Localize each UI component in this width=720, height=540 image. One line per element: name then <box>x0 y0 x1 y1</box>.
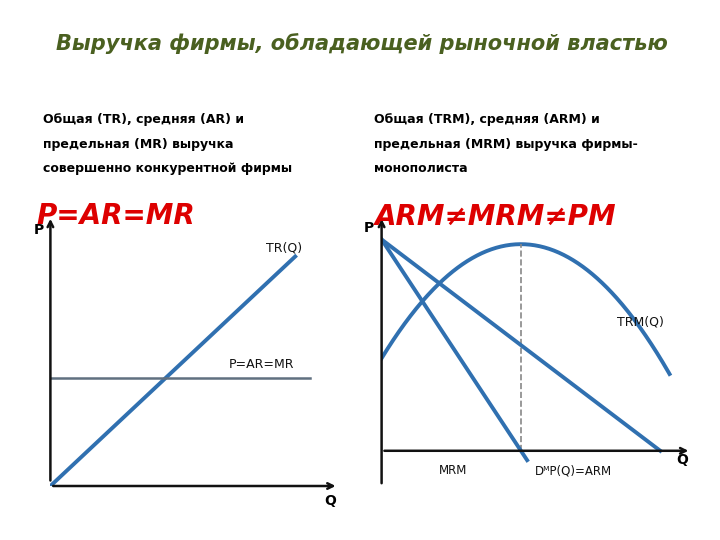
Text: DᴹP(Q)=ARМ: DᴹP(Q)=ARМ <box>535 464 612 477</box>
Text: TRМ(Q): TRМ(Q) <box>617 315 664 328</box>
Text: Q: Q <box>676 453 688 467</box>
Text: совершенно конкурентной фирмы: совершенно конкурентной фирмы <box>43 162 292 175</box>
Text: MRМ: MRМ <box>438 464 467 477</box>
Text: P: P <box>364 221 374 235</box>
Text: ARМ≠MRМ≠PМ: ARМ≠MRМ≠PМ <box>374 202 616 231</box>
Text: Q: Q <box>324 494 336 508</box>
Text: предельная (MR) выручка: предельная (MR) выручка <box>43 138 234 151</box>
Text: P=AR=MR: P=AR=MR <box>229 358 294 371</box>
Text: P: P <box>34 222 44 237</box>
Text: P=AR=MR: P=AR=MR <box>36 202 194 231</box>
Text: предельная (MRМ) выручка фирмы-: предельная (MRМ) выручка фирмы- <box>374 138 638 151</box>
Text: Выручка фирмы, обладающей рыночной властью: Выручка фирмы, обладающей рыночной власт… <box>56 33 667 53</box>
Text: TR(Q): TR(Q) <box>266 242 302 255</box>
Text: Общая (TRМ), средняя (ARМ) и: Общая (TRМ), средняя (ARМ) и <box>374 113 600 126</box>
Text: Общая (TR), средняя (AR) и: Общая (TR), средняя (AR) и <box>43 113 244 126</box>
Text: монополиста: монополиста <box>374 162 468 175</box>
